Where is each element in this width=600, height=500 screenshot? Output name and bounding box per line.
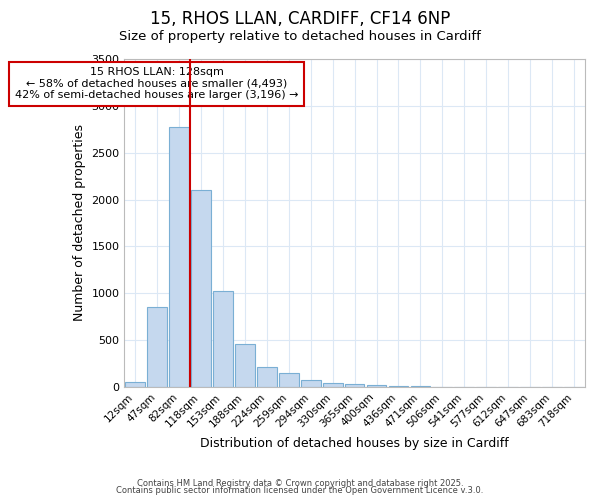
Bar — [279, 373, 299, 387]
Bar — [323, 383, 343, 387]
Bar — [213, 292, 233, 387]
Bar — [235, 344, 255, 387]
Bar — [257, 367, 277, 387]
Bar — [301, 380, 320, 387]
Bar — [191, 190, 211, 387]
Text: 15 RHOS LLAN: 128sqm
← 58% of detached houses are smaller (4,493)
42% of semi-de: 15 RHOS LLAN: 128sqm ← 58% of detached h… — [15, 67, 298, 100]
Bar — [389, 386, 409, 387]
Bar — [345, 384, 364, 387]
Bar — [367, 384, 386, 387]
Text: Contains HM Land Registry data © Crown copyright and database right 2025.: Contains HM Land Registry data © Crown c… — [137, 478, 463, 488]
Bar — [125, 382, 145, 387]
X-axis label: Distribution of detached houses by size in Cardiff: Distribution of detached houses by size … — [200, 437, 509, 450]
Text: Contains public sector information licensed under the Open Government Licence v.: Contains public sector information licen… — [116, 486, 484, 495]
Bar — [147, 308, 167, 387]
Bar — [169, 128, 189, 387]
Y-axis label: Number of detached properties: Number of detached properties — [73, 124, 86, 322]
Text: 15, RHOS LLAN, CARDIFF, CF14 6NP: 15, RHOS LLAN, CARDIFF, CF14 6NP — [150, 10, 450, 28]
Text: Size of property relative to detached houses in Cardiff: Size of property relative to detached ho… — [119, 30, 481, 43]
